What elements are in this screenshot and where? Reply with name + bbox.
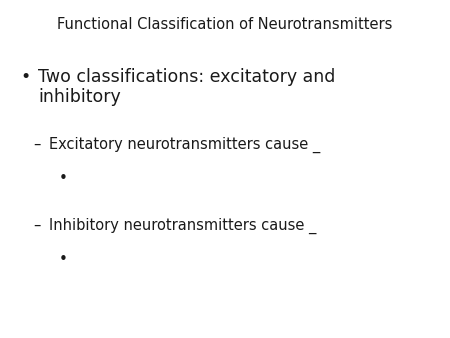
Text: –: –	[34, 137, 41, 152]
Text: Inhibitory neurotransmitters cause _: Inhibitory neurotransmitters cause _	[49, 218, 316, 234]
Text: •: •	[58, 252, 68, 267]
Text: –: –	[34, 218, 41, 233]
Text: •: •	[58, 171, 68, 186]
Text: Functional Classification of Neurotransmitters: Functional Classification of Neurotransm…	[57, 17, 393, 32]
Text: •: •	[20, 68, 31, 86]
Text: Excitatory neurotransmitters cause _: Excitatory neurotransmitters cause _	[49, 137, 320, 153]
Text: Two classifications: excitatory and
inhibitory: Two classifications: excitatory and inhi…	[38, 68, 336, 106]
